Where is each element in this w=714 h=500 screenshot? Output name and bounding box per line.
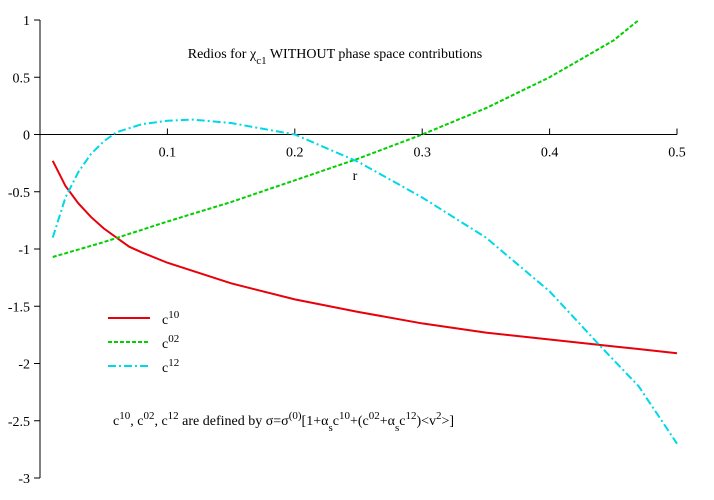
superscript: 02 <box>143 410 154 422</box>
chart-title: Redios for χc1 WITHOUT phase space contr… <box>188 47 482 67</box>
text-part: c <box>162 361 168 376</box>
y-tick-label: -2 <box>18 358 30 373</box>
y-tick-label: 0 <box>23 129 30 144</box>
text-part: WITHOUT phase space contributions <box>267 47 483 62</box>
x-tick-label: 0.2 <box>286 146 304 161</box>
y-tick-label: -1 <box>18 243 30 258</box>
legend-label: c12 <box>162 357 179 376</box>
superscript: 12 <box>405 410 416 422</box>
y-tick-label: -0.5 <box>8 186 30 201</box>
y-tick-label: -1.5 <box>8 300 30 315</box>
superscript: 02 <box>168 333 179 345</box>
text-part: [1+α <box>302 414 330 429</box>
y-tick-label: -3 <box>18 472 30 487</box>
text-part: , c <box>154 414 167 429</box>
superscript: 10 <box>119 410 131 422</box>
series-line <box>51 118 678 445</box>
text-part: >] <box>442 414 455 429</box>
text-part: , c <box>130 414 143 429</box>
text-part: c <box>333 414 339 429</box>
text-part: c <box>113 414 119 429</box>
text-part: +α <box>380 414 396 429</box>
series-line <box>51 160 678 355</box>
superscript: 02 <box>369 410 380 422</box>
text-part: c <box>162 337 168 352</box>
text-part: )<v <box>416 414 436 429</box>
annotation: c10, c02, c12 are defined by σ=σ(0)[1+αs… <box>113 410 454 434</box>
x-tick-label: 0.3 <box>413 146 431 161</box>
x-tick-label: 0.4 <box>541 146 559 161</box>
subscript: s <box>328 422 332 434</box>
legend-label: c10 <box>162 309 180 328</box>
x-tick-label: 0.1 <box>159 146 177 161</box>
superscript: 12 <box>168 410 179 422</box>
text-part: c <box>399 414 405 429</box>
x-tick-label: 0.5 <box>668 146 686 161</box>
superscript: (0) <box>289 410 302 422</box>
superscript: 12 <box>168 357 179 369</box>
text-part: +(c <box>350 414 369 429</box>
superscript: 10 <box>168 309 180 321</box>
x-axis-label: r <box>353 169 358 184</box>
legend-label: c02 <box>162 333 179 352</box>
superscript: 10 <box>339 410 351 422</box>
text-part: are defined by σ=σ <box>179 414 290 429</box>
subscript: c1 <box>256 55 266 67</box>
subscript: s <box>395 422 399 434</box>
y-tick-label: 1 <box>23 14 30 29</box>
text-part: c <box>162 313 168 328</box>
text-part: Redios for χ <box>188 47 257 62</box>
superscript: 2 <box>436 410 442 422</box>
y-tick-label: -2.5 <box>8 415 30 430</box>
series-line <box>52 19 640 258</box>
y-tick-label: 0.5 <box>13 71 31 86</box>
